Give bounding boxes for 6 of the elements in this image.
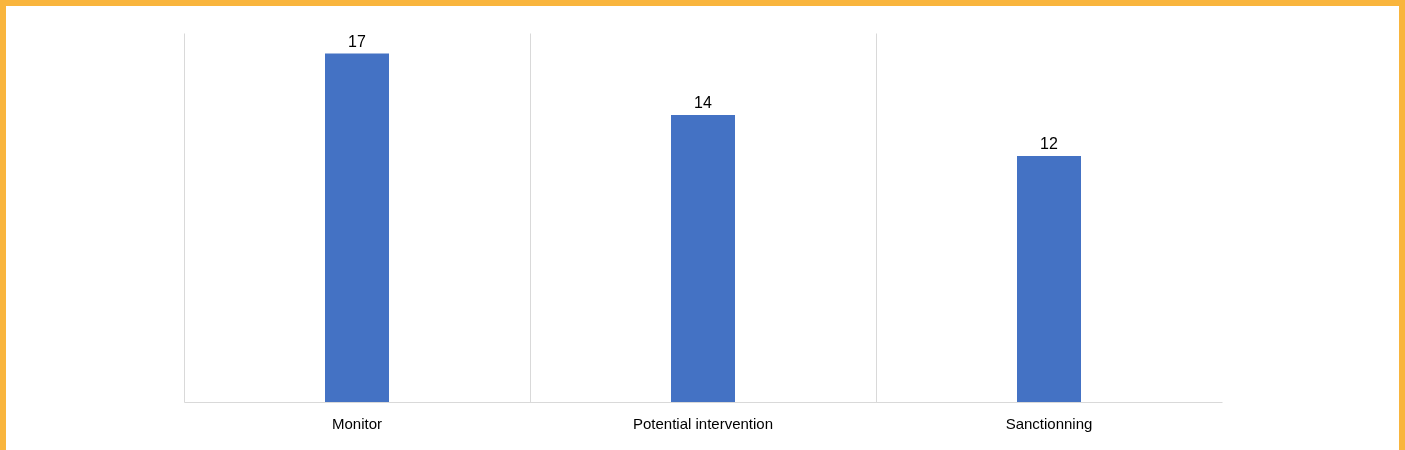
x-tick-label: Sanctionning (1005, 414, 1093, 432)
x-tick-label: Potential intervention (632, 414, 774, 432)
x-tick-label: Monitor (331, 414, 383, 432)
data-label: 14 (694, 94, 712, 111)
data-label: 17 (348, 32, 366, 50)
data-label: 12 (1040, 135, 1058, 152)
